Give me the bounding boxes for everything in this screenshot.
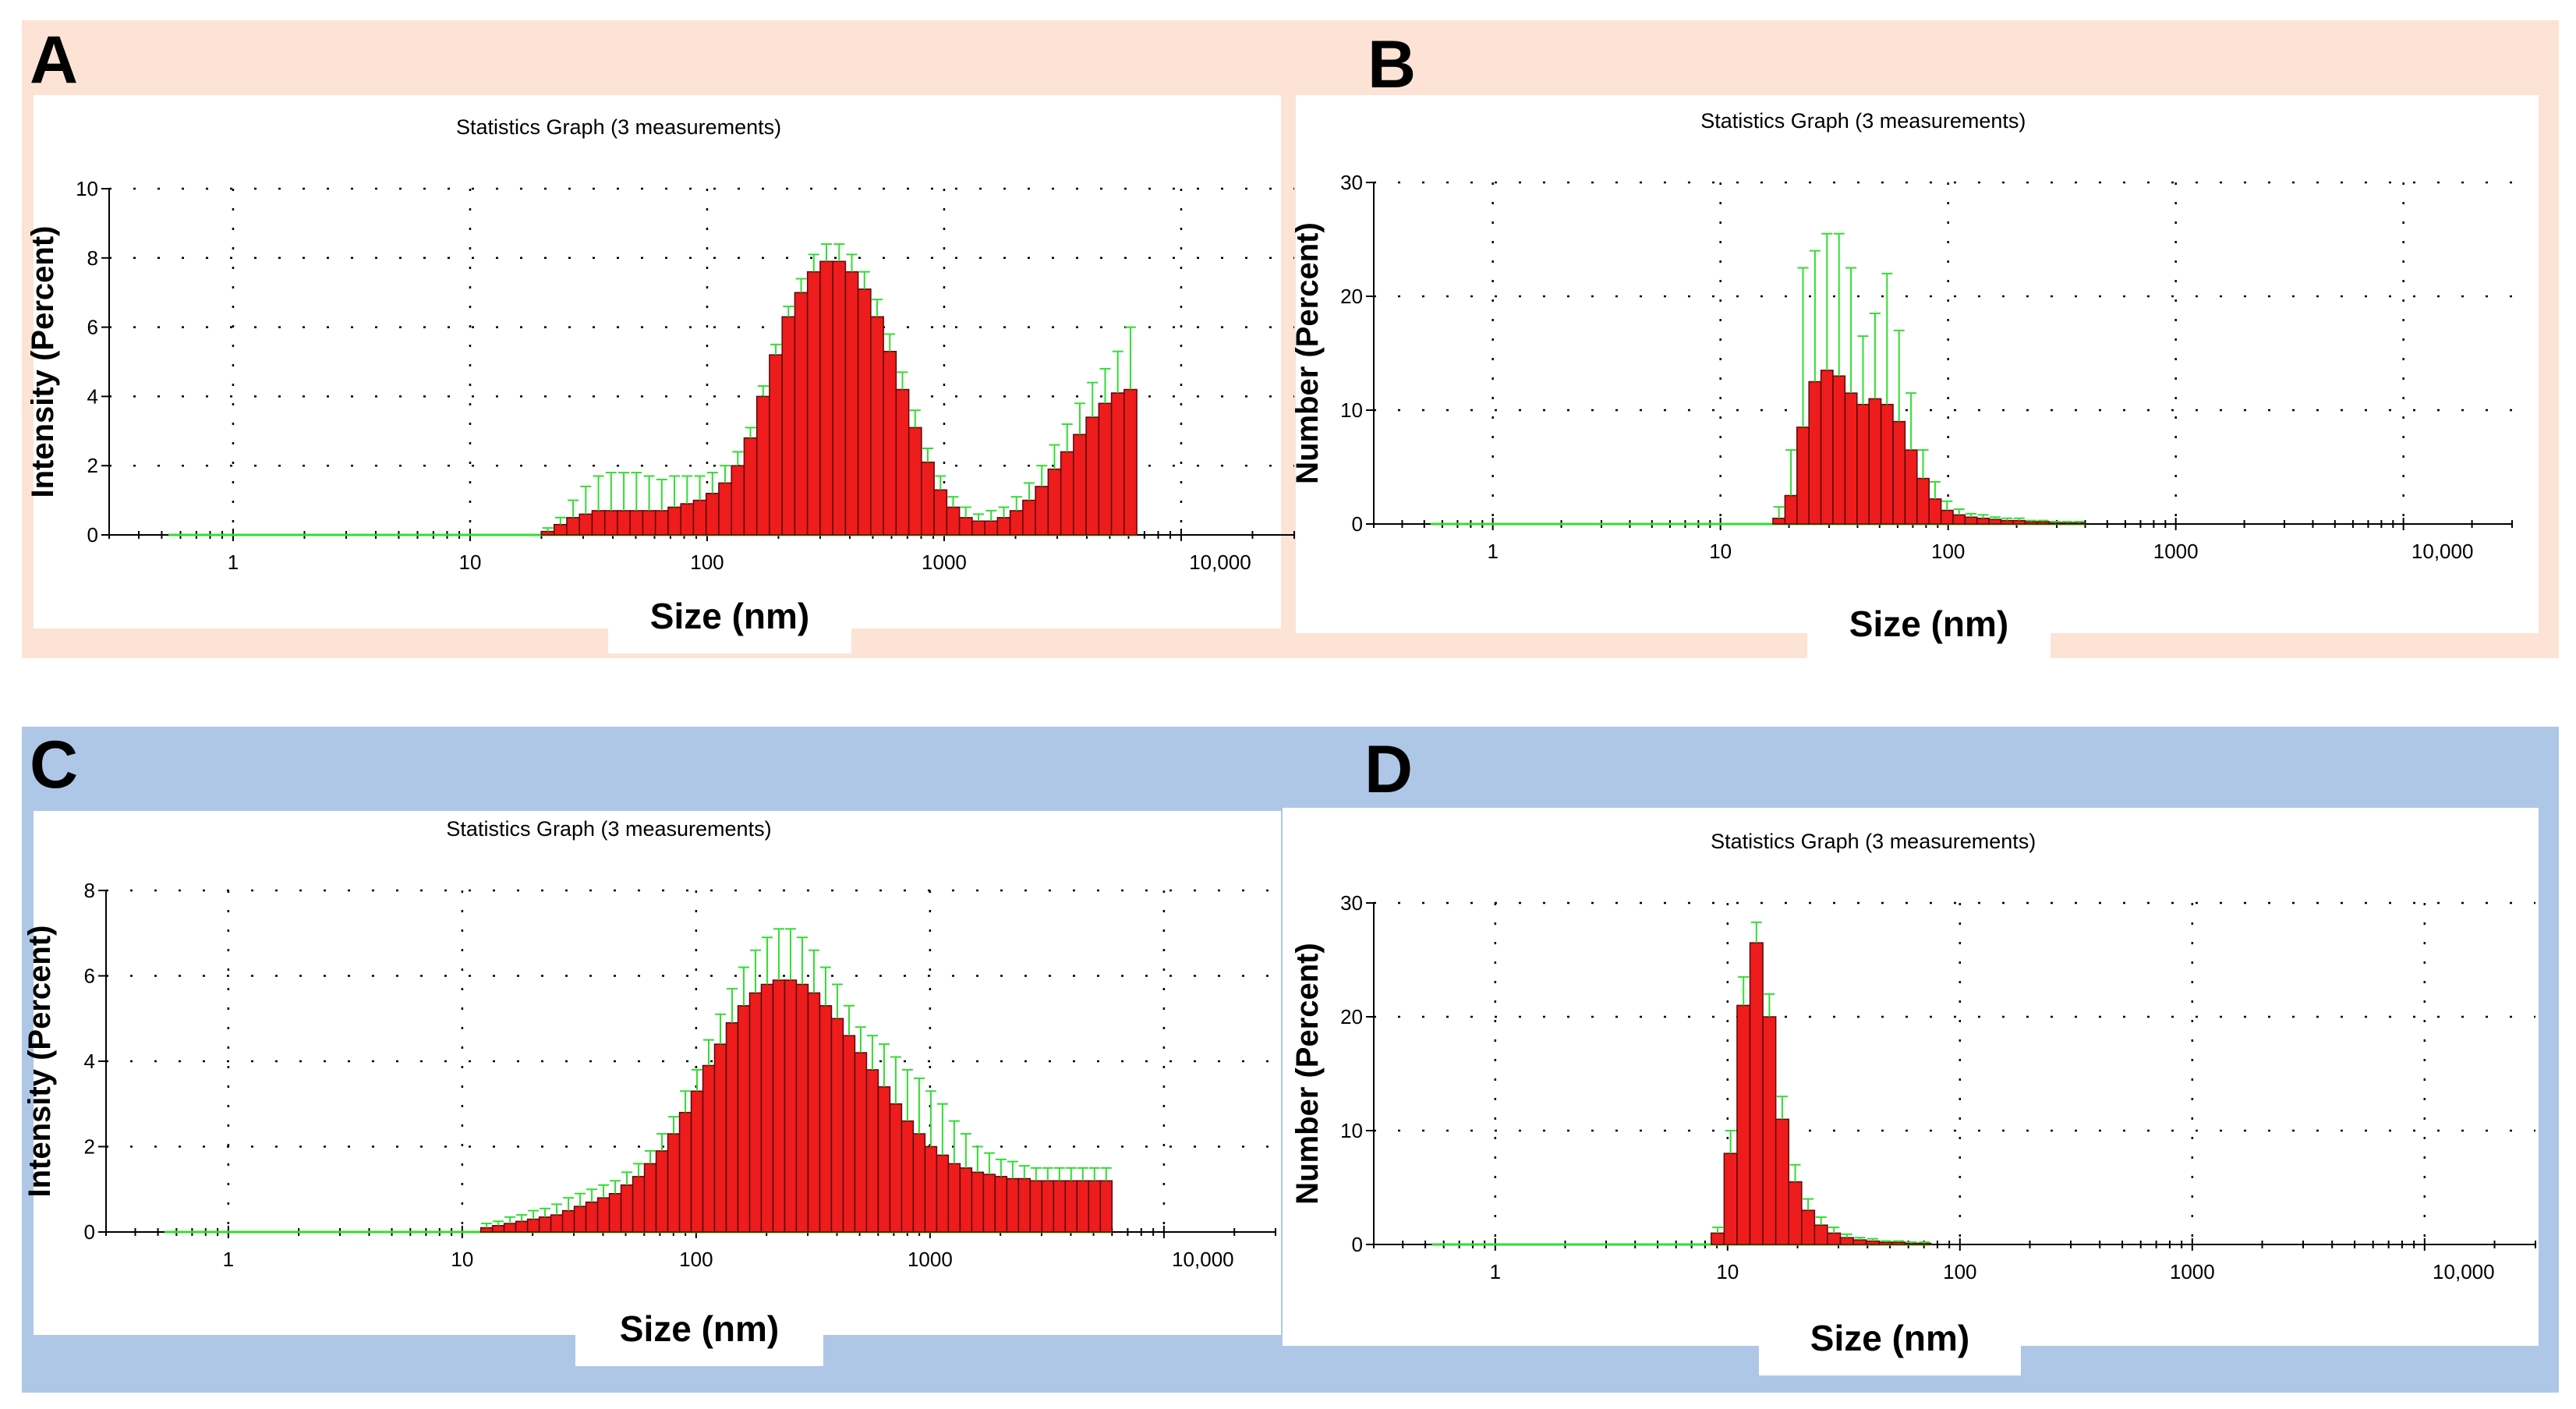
y-tick-label: 0 xyxy=(1352,1233,1363,1256)
x-tick-label: 1 xyxy=(223,1248,234,1271)
chart-b-xlabel: Size (nm) xyxy=(1807,586,2051,661)
chart-title: Statistics Graph (3 measurements) xyxy=(456,115,781,139)
x-tick-label: 1 xyxy=(1487,540,1498,563)
chart-d-xlabel: Size (nm) xyxy=(1759,1301,2021,1375)
x-tick-label: 10,000 xyxy=(2433,1260,2495,1283)
chart-title: Statistics Graph (3 measurements) xyxy=(1711,830,2036,853)
y-tick-label: 10 xyxy=(1340,1119,1363,1142)
y-tick-label: 30 xyxy=(1340,171,1363,194)
x-tick-label: 10,000 xyxy=(1189,551,1251,574)
bar xyxy=(1865,1240,1881,1245)
bar xyxy=(1723,1152,1738,1245)
y-tick-label: 0 xyxy=(1352,512,1363,536)
y-tick-label: 0 xyxy=(84,1220,95,1244)
y-tick-label: 8 xyxy=(84,879,95,902)
chart-title: Statistics Graph (3 measurements) xyxy=(446,817,771,841)
panel-c-letter: C xyxy=(30,728,79,802)
bar xyxy=(1762,1016,1777,1245)
bar xyxy=(1852,1239,1867,1245)
panel-c xyxy=(34,811,1281,1335)
y-axis-label: Intensity (Percent) xyxy=(26,226,60,498)
x-tick-label: 10 xyxy=(451,1248,473,1271)
x-tick-label: 10 xyxy=(1716,1260,1739,1283)
panel-d xyxy=(1283,808,2539,1346)
x-tick-label: 100 xyxy=(690,551,724,574)
bar xyxy=(1749,942,1764,1245)
x-tick-label: 10,000 xyxy=(1172,1248,1234,1271)
x-tick-label: 1000 xyxy=(908,1248,953,1271)
chart-c: Statistics Graph (3 measurements) 0 2 4 6 8 1 1… xyxy=(23,817,1276,1271)
y-tick-label: 6 xyxy=(84,965,95,988)
panel-a xyxy=(34,95,1281,628)
panel-b-letter: B xyxy=(1368,27,1417,102)
bar xyxy=(1827,1232,1842,1245)
x-tick-label: 100 xyxy=(1943,1260,1976,1283)
bar xyxy=(1878,1241,1893,1245)
y-tick-label: 20 xyxy=(1340,1005,1363,1028)
panel-b xyxy=(1296,95,2539,633)
x-tick-label: 10 xyxy=(458,551,481,574)
chart-b: Statistics Graph (3 measurements) 0 10 20 30… xyxy=(1290,109,2513,563)
y-tick-label: 6 xyxy=(87,316,98,339)
chart-a-xlabel: Size (nm) xyxy=(608,579,851,653)
y-tick-label: 8 xyxy=(87,246,98,270)
bar xyxy=(1788,1181,1803,1245)
chart-title: Statistics Graph (3 measurements) xyxy=(1700,109,2026,133)
chart-a: Statistics Graph (3 measurements) 0 2 4 6 8 10… xyxy=(26,115,1295,574)
chart-c-xlabel: Size (nm) xyxy=(575,1291,823,1366)
y-tick-label: 20 xyxy=(1340,285,1363,308)
x-tick-label: 1000 xyxy=(922,551,967,574)
bar xyxy=(1813,1224,1828,1245)
y-tick-label: 2 xyxy=(84,1135,95,1159)
y-tick-label: 30 xyxy=(1340,891,1363,915)
x-tick-label: 100 xyxy=(1931,540,1965,563)
x-tick-label: 1000 xyxy=(2170,1260,2215,1283)
x-tick-label: 1 xyxy=(1490,1260,1501,1283)
y-tick-label: 0 xyxy=(87,523,98,547)
y-tick-label: 10 xyxy=(1340,398,1363,422)
x-tick-label: 1000 xyxy=(2153,540,2199,563)
x-tick-label: 10 xyxy=(1709,540,1732,563)
y-tick-label: 10 xyxy=(76,177,98,200)
y-tick-label: 4 xyxy=(87,384,98,408)
y-axis-label: Number (Percent) xyxy=(1290,943,1325,1205)
bar xyxy=(1736,1004,1751,1245)
x-tick-label: 100 xyxy=(679,1248,713,1271)
y-axis-label: Intensity (Percent) xyxy=(23,926,57,1198)
panel-a-letter: A xyxy=(30,23,79,97)
y-tick-label: 4 xyxy=(84,1050,95,1073)
panel-d-letter: D xyxy=(1364,732,1414,807)
bar xyxy=(1891,1241,1906,1245)
bar xyxy=(1775,1118,1789,1245)
bar xyxy=(1711,1232,1725,1245)
x-tick-label: 1 xyxy=(228,551,239,574)
x-tick-label: 10,000 xyxy=(2411,540,2474,563)
bar xyxy=(1801,1209,1816,1245)
y-tick-label: 2 xyxy=(87,454,98,477)
bar xyxy=(1839,1237,1854,1245)
y-axis-label: Number (Percent) xyxy=(1290,222,1325,484)
